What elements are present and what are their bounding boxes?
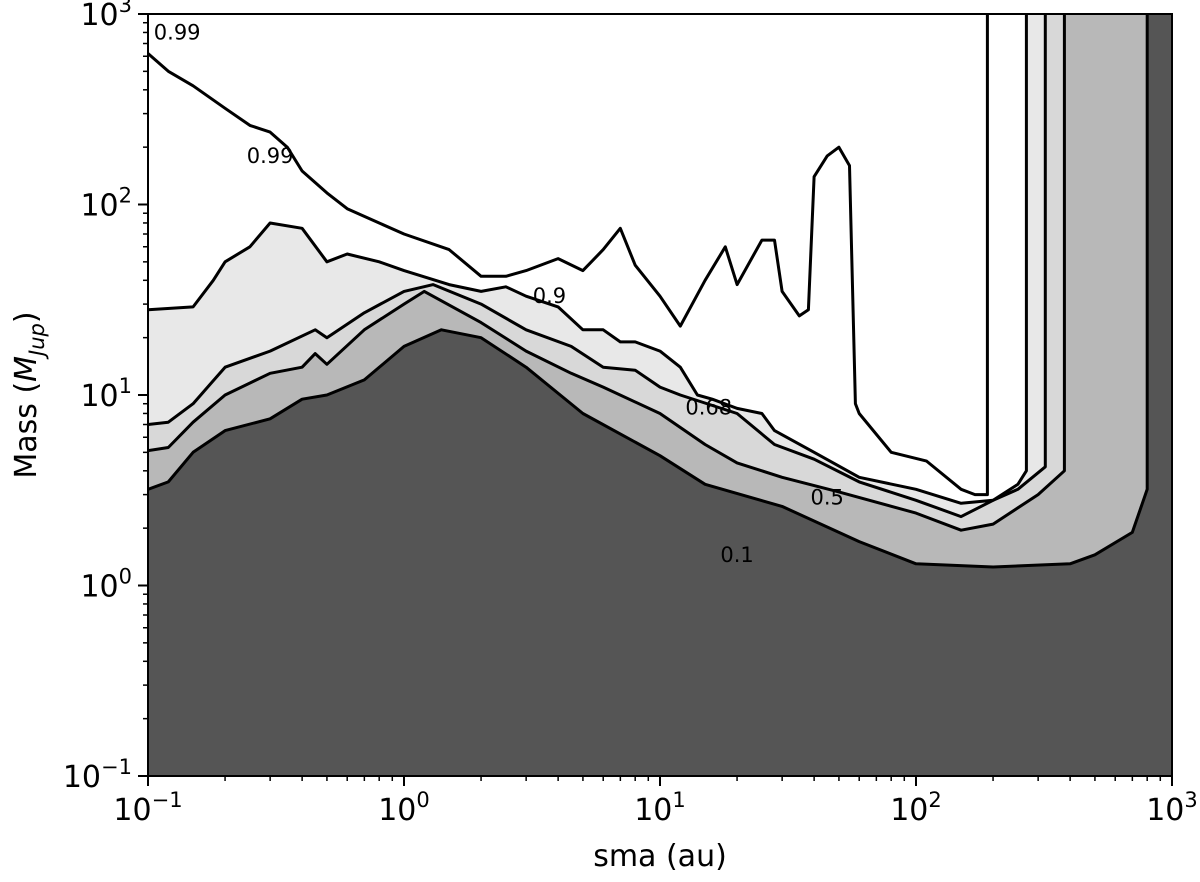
- x-tick-label: 103: [1146, 788, 1198, 828]
- y-axis-label-sub: Jup: [25, 323, 49, 360]
- y-axis-label-m: M: [9, 356, 44, 382]
- y-axis-label-end: ): [9, 311, 44, 323]
- x-tick-label: 101: [634, 788, 686, 828]
- contour-line-0.68: [148, 14, 1047, 519]
- contour-line-0.99: [148, 14, 989, 497]
- contour-lines: [148, 14, 1149, 569]
- x-tick-label: 100: [378, 788, 430, 828]
- y-tick-label: 101: [80, 374, 132, 414]
- contour-label-0.68: 0.68: [685, 395, 732, 419]
- y-tick-label: 103: [80, 0, 132, 33]
- contour-line-0.1: [148, 14, 1149, 569]
- x-axis: 10−1 100 101 102 103: [113, 776, 1198, 828]
- y-tick-label: 102: [80, 184, 132, 224]
- x-tick-label: 10−1: [113, 788, 182, 828]
- y-axis: 10−1 100 101 102 103: [63, 0, 148, 795]
- x-axis-label: sma (au): [593, 839, 727, 874]
- contour-label-extra-0: 0.99: [154, 20, 201, 44]
- contour-label-0.5: 0.5: [811, 485, 844, 509]
- y-tick-label: 100: [80, 565, 132, 605]
- y-axis-label-main: Mass (: [9, 382, 44, 479]
- x-tick-label: 102: [890, 788, 942, 828]
- contour-label-0.99: 0.99: [247, 144, 294, 168]
- y-axis-label: Mass (MJup): [9, 311, 49, 478]
- plot-area: [148, 14, 1172, 776]
- contour-line-0.9: [148, 14, 1028, 505]
- contour-line-0.5: [148, 14, 1066, 532]
- contour-band-lowest: [148, 14, 1172, 776]
- y-tick-label: 10−1: [63, 755, 132, 795]
- contour-label-0.1: 0.1: [720, 543, 753, 567]
- contour-label-0.9: 0.9: [533, 284, 566, 308]
- contour-fills: [148, 14, 1172, 776]
- contour-labels: 0.1 0.5 0.68 0.9 0.99 0.99: [154, 20, 844, 566]
